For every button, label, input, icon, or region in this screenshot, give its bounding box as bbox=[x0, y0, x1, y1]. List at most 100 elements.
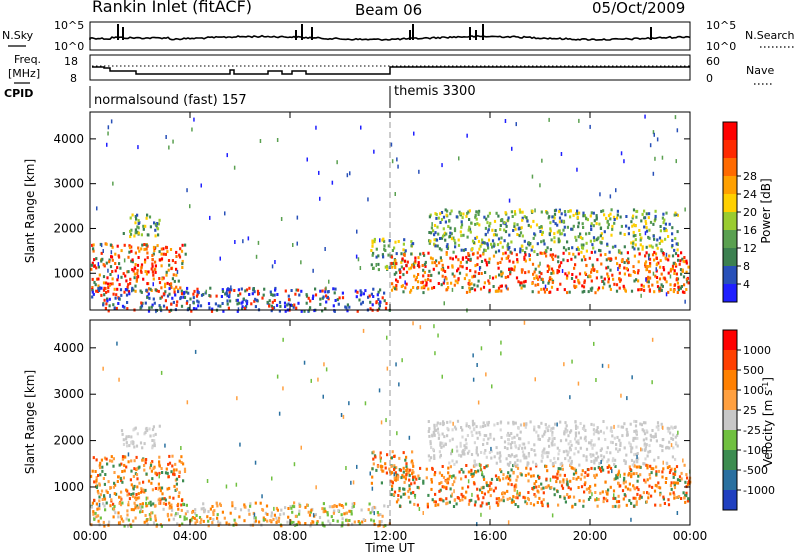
echo-cell bbox=[417, 280, 420, 284]
echo-cell bbox=[395, 362, 397, 367]
echo-cell bbox=[488, 288, 491, 292]
x-tick-label: 08:00 bbox=[273, 529, 308, 543]
echo-cell bbox=[582, 243, 585, 247]
colorbar-swatch bbox=[723, 140, 737, 158]
echo-cell bbox=[186, 286, 189, 290]
echo-cell bbox=[332, 511, 335, 515]
echo-cell bbox=[428, 434, 431, 438]
echo-cell bbox=[136, 268, 139, 272]
echo-cell bbox=[584, 271, 587, 275]
echo-cell bbox=[577, 381, 580, 386]
echo-cell bbox=[524, 500, 527, 504]
echo-cell bbox=[572, 477, 575, 480]
echo-cell bbox=[627, 260, 630, 264]
echo-cell bbox=[140, 270, 143, 274]
echo-cell bbox=[485, 260, 488, 264]
echo-cell bbox=[632, 270, 635, 273]
echo-cell bbox=[617, 249, 620, 254]
echo-cell bbox=[362, 328, 365, 333]
echo-cell bbox=[443, 231, 446, 235]
echo-cell bbox=[408, 468, 411, 472]
echo-cell bbox=[371, 303, 374, 307]
echo-cell bbox=[490, 481, 493, 485]
echo-cell bbox=[437, 503, 440, 507]
echo-cell bbox=[639, 233, 642, 236]
echo-cell bbox=[504, 119, 507, 123]
echo-cell bbox=[355, 295, 358, 299]
echo-cell bbox=[494, 289, 497, 293]
echo-cell bbox=[507, 421, 510, 425]
echo-cell bbox=[675, 159, 677, 164]
echo-cell bbox=[686, 280, 689, 284]
echo-cell bbox=[476, 210, 479, 214]
echo-cell bbox=[480, 346, 483, 351]
echo-cell bbox=[293, 501, 296, 505]
velocity-colorbar-label: Velocity [m s-1] bbox=[761, 377, 775, 467]
echo-cell bbox=[639, 288, 642, 292]
echo-cell bbox=[679, 268, 683, 272]
echo-cell bbox=[247, 236, 250, 241]
echo-cell bbox=[590, 211, 593, 215]
echo-cell bbox=[449, 212, 452, 216]
echo-cell bbox=[427, 251, 430, 255]
echo-cell bbox=[441, 374, 443, 379]
echo-cell bbox=[632, 472, 635, 476]
freq-tick-top: 18 bbox=[64, 55, 78, 68]
echo-cell bbox=[610, 426, 613, 430]
echo-cell bbox=[128, 250, 131, 254]
echo-cell bbox=[562, 480, 565, 484]
echo-cell bbox=[314, 513, 317, 517]
echo-cell bbox=[110, 255, 113, 259]
echo-cell bbox=[345, 466, 347, 470]
echo-cell bbox=[439, 212, 442, 216]
echo-cell bbox=[581, 427, 585, 430]
echo-cell bbox=[575, 238, 578, 242]
echo-cell bbox=[392, 493, 396, 496]
echo-cell bbox=[452, 474, 455, 478]
echo-cell bbox=[618, 263, 621, 267]
echo-cell bbox=[178, 475, 181, 478]
echo-cell bbox=[628, 441, 631, 445]
echo-cell bbox=[312, 520, 315, 524]
echo-cell bbox=[430, 487, 433, 491]
echo-cell bbox=[506, 433, 509, 437]
echo-cell bbox=[134, 215, 137, 218]
echo-cell bbox=[641, 212, 644, 216]
echo-cell bbox=[390, 464, 393, 468]
echo-cell bbox=[393, 468, 396, 471]
echo-cell bbox=[430, 456, 433, 460]
echo-cell bbox=[566, 225, 569, 229]
echo-cell bbox=[151, 460, 154, 464]
echo-cell bbox=[668, 254, 671, 258]
echo-cell bbox=[122, 519, 125, 523]
colorbar-tick-label: -25 bbox=[743, 424, 761, 437]
echo-cell bbox=[445, 251, 448, 255]
echo-cell bbox=[583, 483, 586, 487]
echo-cell bbox=[626, 430, 629, 434]
echo-cell bbox=[96, 489, 99, 493]
echo-cell bbox=[127, 460, 130, 464]
echo-cell bbox=[396, 477, 399, 481]
echo-cell bbox=[475, 210, 478, 214]
echo-cell bbox=[569, 487, 572, 491]
echo-cell bbox=[649, 143, 652, 148]
echo-cell bbox=[412, 470, 415, 474]
echo-cell bbox=[636, 436, 639, 440]
echo-cell bbox=[534, 377, 536, 382]
echo-cell bbox=[493, 219, 497, 223]
echo-cell bbox=[619, 484, 622, 488]
echo-cell bbox=[485, 217, 488, 221]
echo-cell bbox=[133, 459, 136, 463]
echo-cell bbox=[120, 479, 123, 483]
echo-cell bbox=[404, 249, 407, 253]
echo-cell bbox=[177, 288, 180, 292]
echo-cell bbox=[636, 492, 639, 496]
echo-cell bbox=[284, 305, 287, 309]
echo-cell bbox=[132, 440, 135, 444]
echo-cell bbox=[534, 494, 537, 498]
echo-cell bbox=[470, 221, 473, 225]
echo-cell bbox=[643, 216, 646, 220]
echo-cell bbox=[154, 288, 158, 292]
echo-cell bbox=[533, 250, 536, 254]
echo-cell bbox=[659, 225, 662, 228]
